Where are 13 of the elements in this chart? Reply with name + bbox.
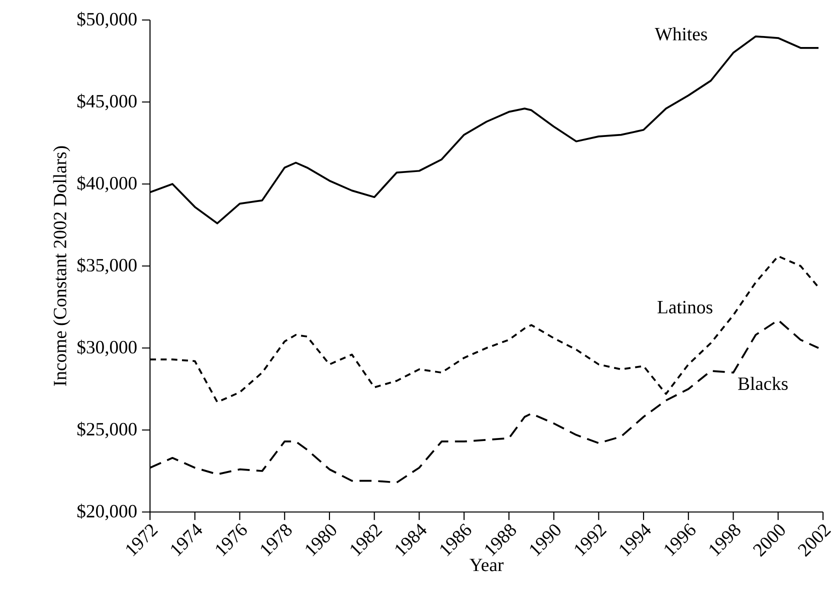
y-tick-label: $25,000	[77, 422, 137, 438]
y-tick-label: $35,000	[77, 258, 137, 274]
series-label: Whites	[654, 27, 708, 41]
y-tick-label: $30,000	[77, 340, 137, 356]
x-tick-label: 1972	[126, 524, 158, 556]
y-tick-label: $45,000	[77, 94, 137, 110]
y-axis-title: Income (Constant 2002 Dollars)	[53, 146, 70, 386]
series-label: Latinos	[658, 300, 712, 314]
series-label: Blacks	[738, 376, 788, 390]
y-tick-label: $50,000	[77, 12, 137, 28]
x-axis-title: Year	[470, 558, 504, 572]
y-tick-label: $20,000	[77, 504, 137, 520]
y-tick-label: $40,000	[77, 176, 137, 192]
